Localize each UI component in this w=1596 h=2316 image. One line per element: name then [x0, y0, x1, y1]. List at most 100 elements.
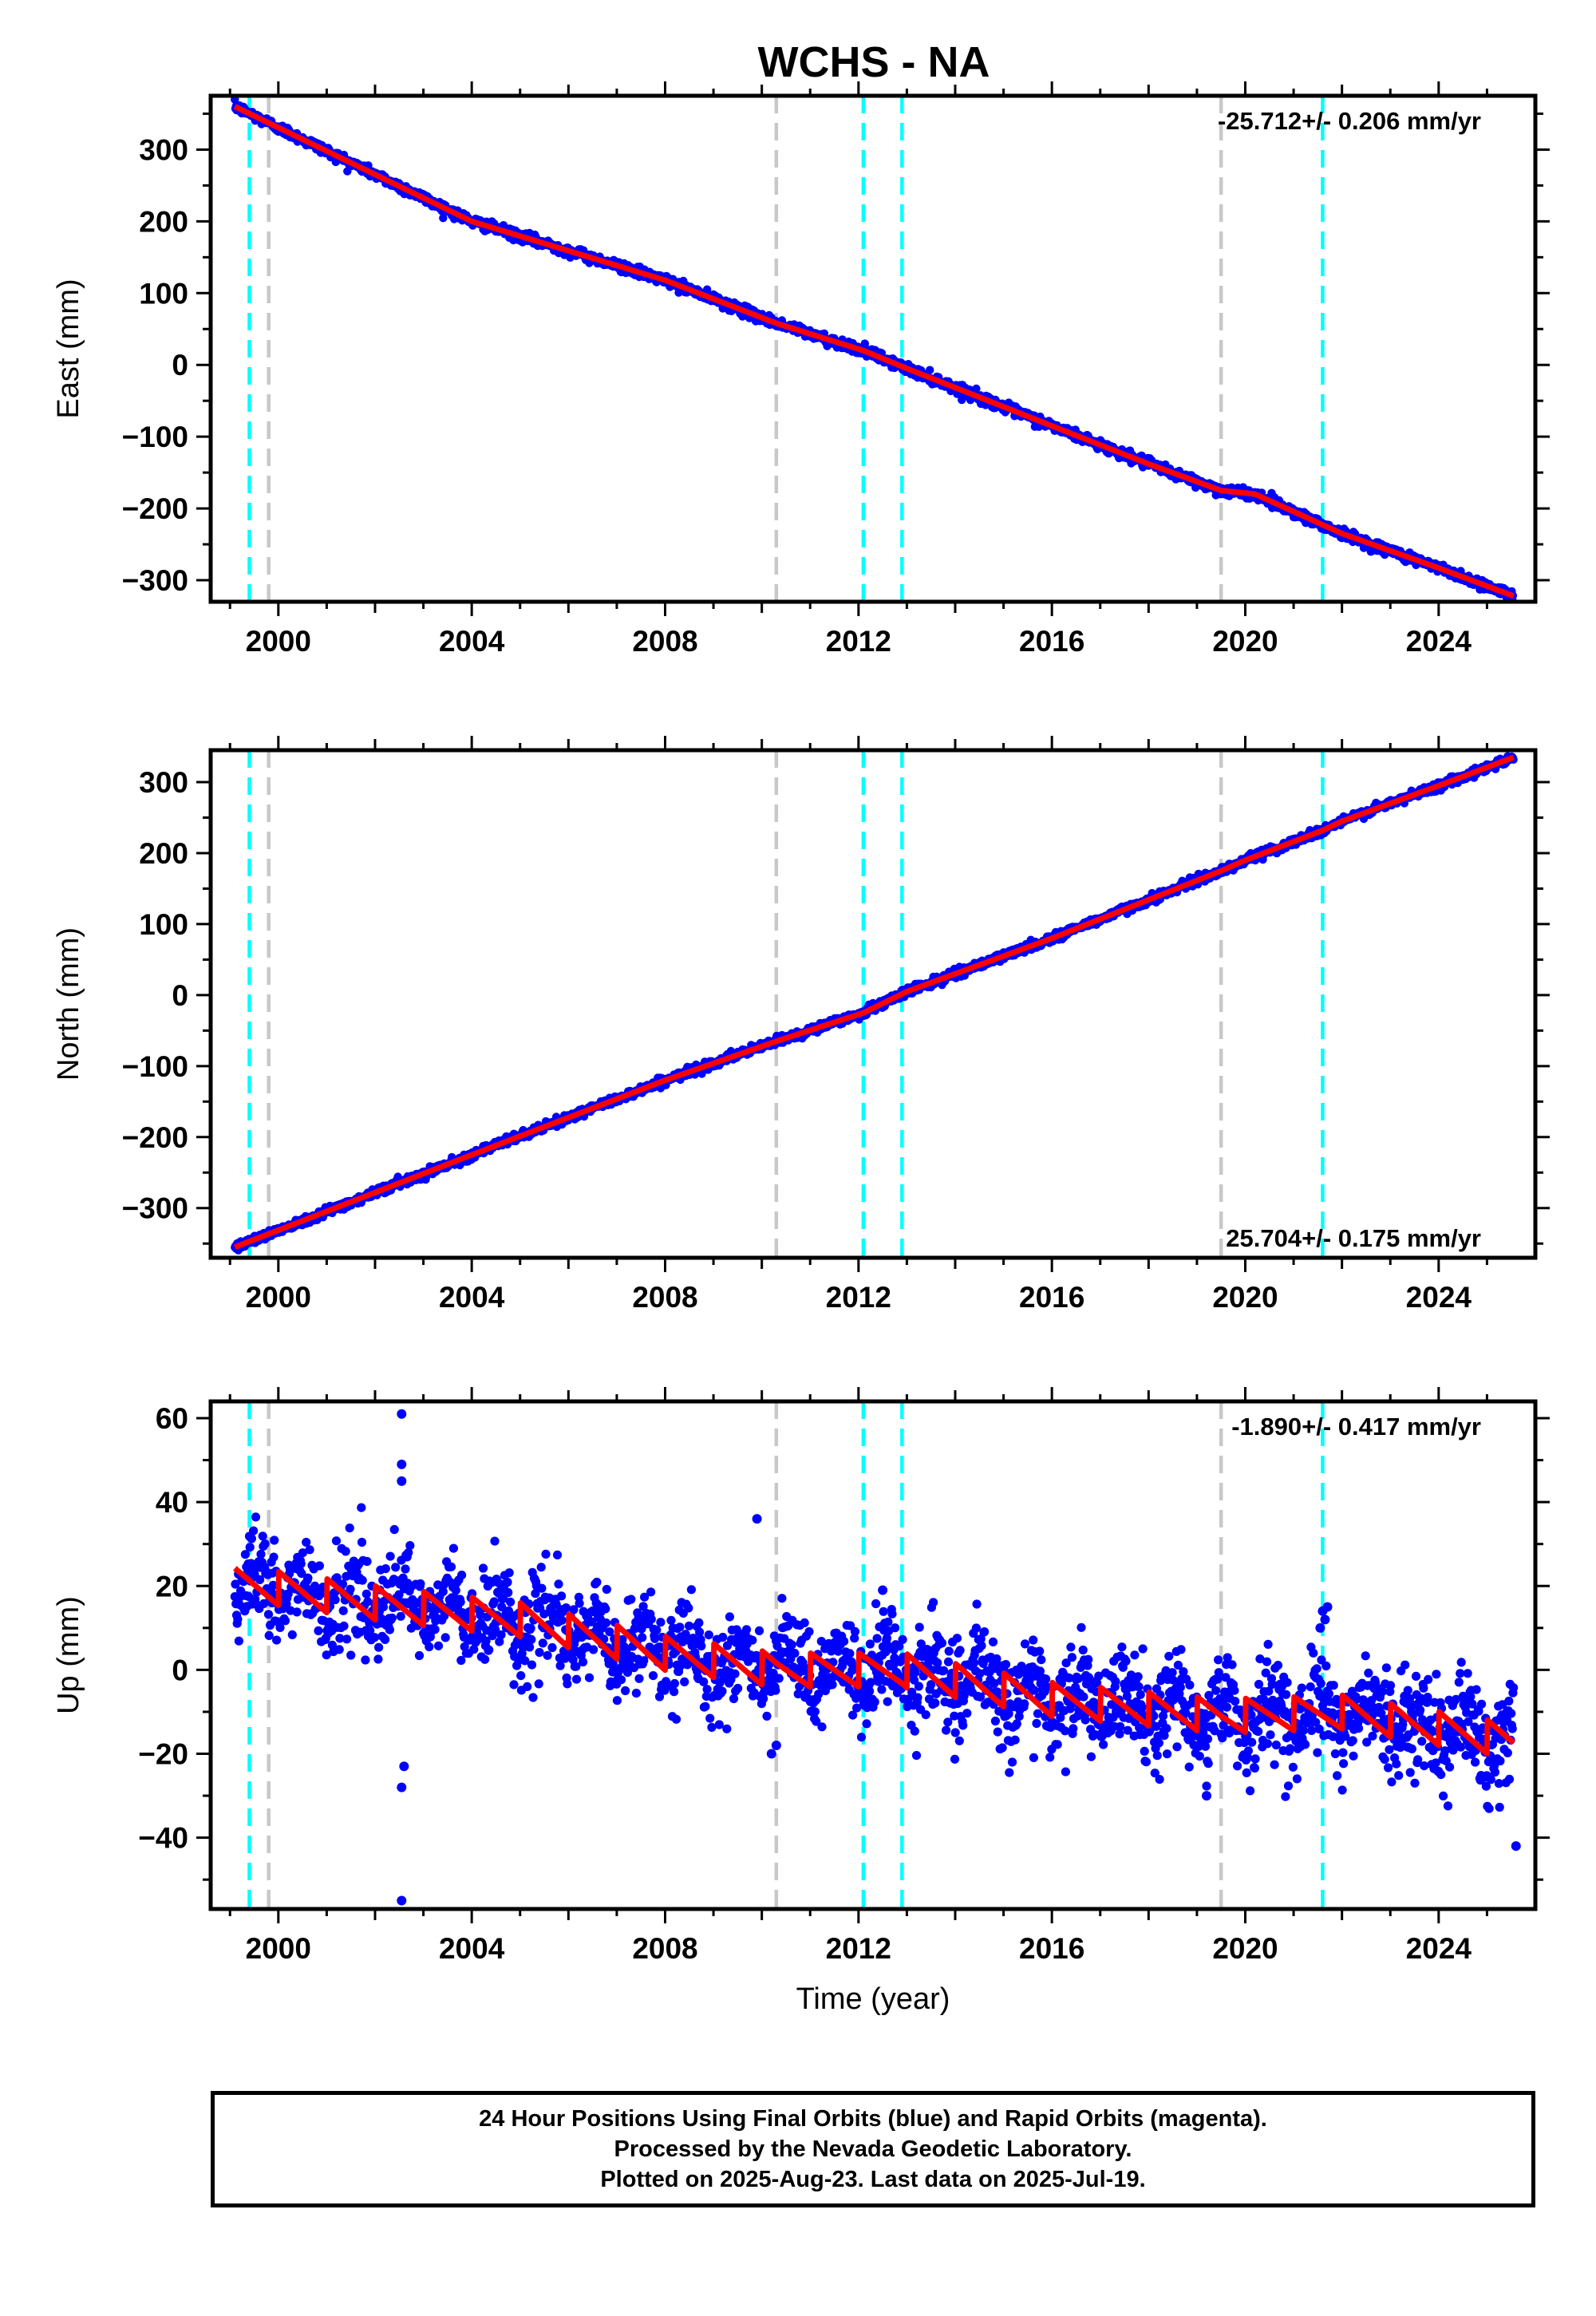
data-point: [339, 1621, 349, 1630]
data-point: [292, 1607, 302, 1617]
data-point: [361, 1589, 371, 1599]
data-point: [373, 1654, 383, 1664]
y-axis-label: East (mm): [52, 279, 85, 418]
data-point: [280, 1616, 290, 1626]
x-tick-label: 2024: [1406, 1281, 1472, 1314]
y-tick-label: −100: [122, 421, 188, 453]
figure-title: WCHS - NA: [758, 38, 990, 86]
x-tick-label: 2020: [1212, 625, 1278, 658]
data-point: [270, 1535, 279, 1545]
data-point: [269, 1552, 279, 1562]
plot-area: [231, 96, 1518, 602]
data-point: [405, 1541, 415, 1551]
x-tick-label: 2012: [826, 1281, 891, 1314]
data-point: [247, 1534, 256, 1543]
data-point: [433, 1641, 444, 1650]
data-point: [233, 1614, 243, 1624]
data-point: [263, 1610, 274, 1619]
plot-area: [231, 750, 1518, 1258]
y-tick-label: 100: [139, 277, 188, 310]
x-tick-label: 2000: [246, 625, 311, 658]
data-point: [357, 1503, 366, 1512]
data-point: [357, 1537, 367, 1547]
data-point: [314, 1626, 323, 1635]
y-tick-label: 300: [139, 133, 188, 166]
data-point: [439, 214, 448, 223]
y-tick-label: 300: [139, 766, 188, 799]
data-point: [391, 1563, 401, 1572]
y-tick-label: 0: [172, 349, 188, 381]
x-tick-label: 2008: [632, 1281, 697, 1314]
up-panel: 2000 2004 2008 2012 2016 2020 2024−40−20020406…: [52, 1387, 1550, 1965]
y-tick-label: −100: [122, 1050, 188, 1083]
data-point: [346, 1650, 356, 1660]
data-point: [341, 1547, 350, 1556]
data-point: [251, 1512, 261, 1522]
data-point: [272, 1635, 282, 1645]
data-point: [414, 1650, 425, 1661]
x-tick-label: 2004: [439, 1281, 505, 1314]
y-tick-label: −300: [122, 1192, 188, 1225]
data-point: [303, 1573, 313, 1583]
data-point: [342, 1634, 352, 1644]
y-tick-label: 200: [139, 205, 188, 238]
data-point: [338, 1606, 348, 1615]
data-point: [358, 1575, 367, 1585]
x-tick-label: 2012: [826, 625, 891, 658]
data-point: [430, 1625, 440, 1634]
x-tick-label: 2004: [439, 625, 505, 658]
data-point: [361, 1655, 370, 1665]
data-point: [296, 1559, 306, 1569]
y-axis-label: North (mm): [52, 927, 85, 1081]
data-point: [369, 1633, 380, 1642]
data-point: [381, 1634, 390, 1644]
x-tick-label: 2016: [1019, 1281, 1084, 1314]
data-point: [416, 1579, 425, 1589]
data-point: [331, 1536, 342, 1546]
data-point: [256, 1549, 266, 1559]
data-point: [260, 1539, 270, 1549]
data-point: [381, 1564, 390, 1574]
data-point: [249, 1526, 259, 1535]
x-tick-label: 2016: [1019, 625, 1084, 658]
data-point: [362, 1556, 372, 1567]
data-point: [305, 1545, 314, 1555]
data-point: [387, 1613, 397, 1622]
data-point: [926, 366, 934, 374]
y-tick-label: 100: [139, 908, 188, 941]
x-tick-label: 2024: [1406, 625, 1472, 658]
rate-label: 25.704+/- 0.175 mm/yr: [1226, 1224, 1481, 1252]
data-point: [401, 1564, 410, 1574]
data-point: [345, 1524, 354, 1533]
data-point: [234, 1636, 243, 1646]
data-point: [425, 1642, 434, 1652]
x-tick-label: 2008: [632, 625, 697, 658]
data-point: [330, 1595, 340, 1605]
y-tick-label: 0: [172, 979, 188, 1012]
data-point: [972, 384, 981, 393]
rate-label: -25.712+/- 0.206 mm/yr: [1218, 107, 1481, 135]
data-point: [314, 1561, 324, 1571]
data-point: [258, 1531, 267, 1541]
x-tick-label: 2020: [1212, 1281, 1278, 1314]
y-tick-label: −200: [122, 1121, 188, 1154]
data-point: [396, 1611, 405, 1621]
data-point: [389, 1524, 399, 1535]
x-tick-label: 2000: [246, 1281, 311, 1314]
data-point: [374, 1642, 384, 1652]
data-point: [334, 1645, 344, 1654]
y-tick-label: −300: [122, 564, 188, 597]
data-point: [264, 1630, 274, 1640]
data-point: [385, 1625, 394, 1634]
y-tick-label: −200: [122, 492, 188, 525]
north-panel: 2000 2004 2008 2012 2016 2020 2024−300−200−100…: [52, 736, 1550, 1314]
y-tick-label: 200: [139, 837, 188, 870]
plot-area: [230, 1401, 1521, 1909]
data-points: [231, 96, 1518, 602]
data-points: [230, 1409, 1521, 1906]
data-point: [245, 1543, 255, 1552]
data-point: [287, 1630, 297, 1639]
east-panel: 2000 2004 2008 2012 2016 2020 2024−300−200−100…: [52, 81, 1550, 658]
data-point: [385, 1551, 395, 1561]
